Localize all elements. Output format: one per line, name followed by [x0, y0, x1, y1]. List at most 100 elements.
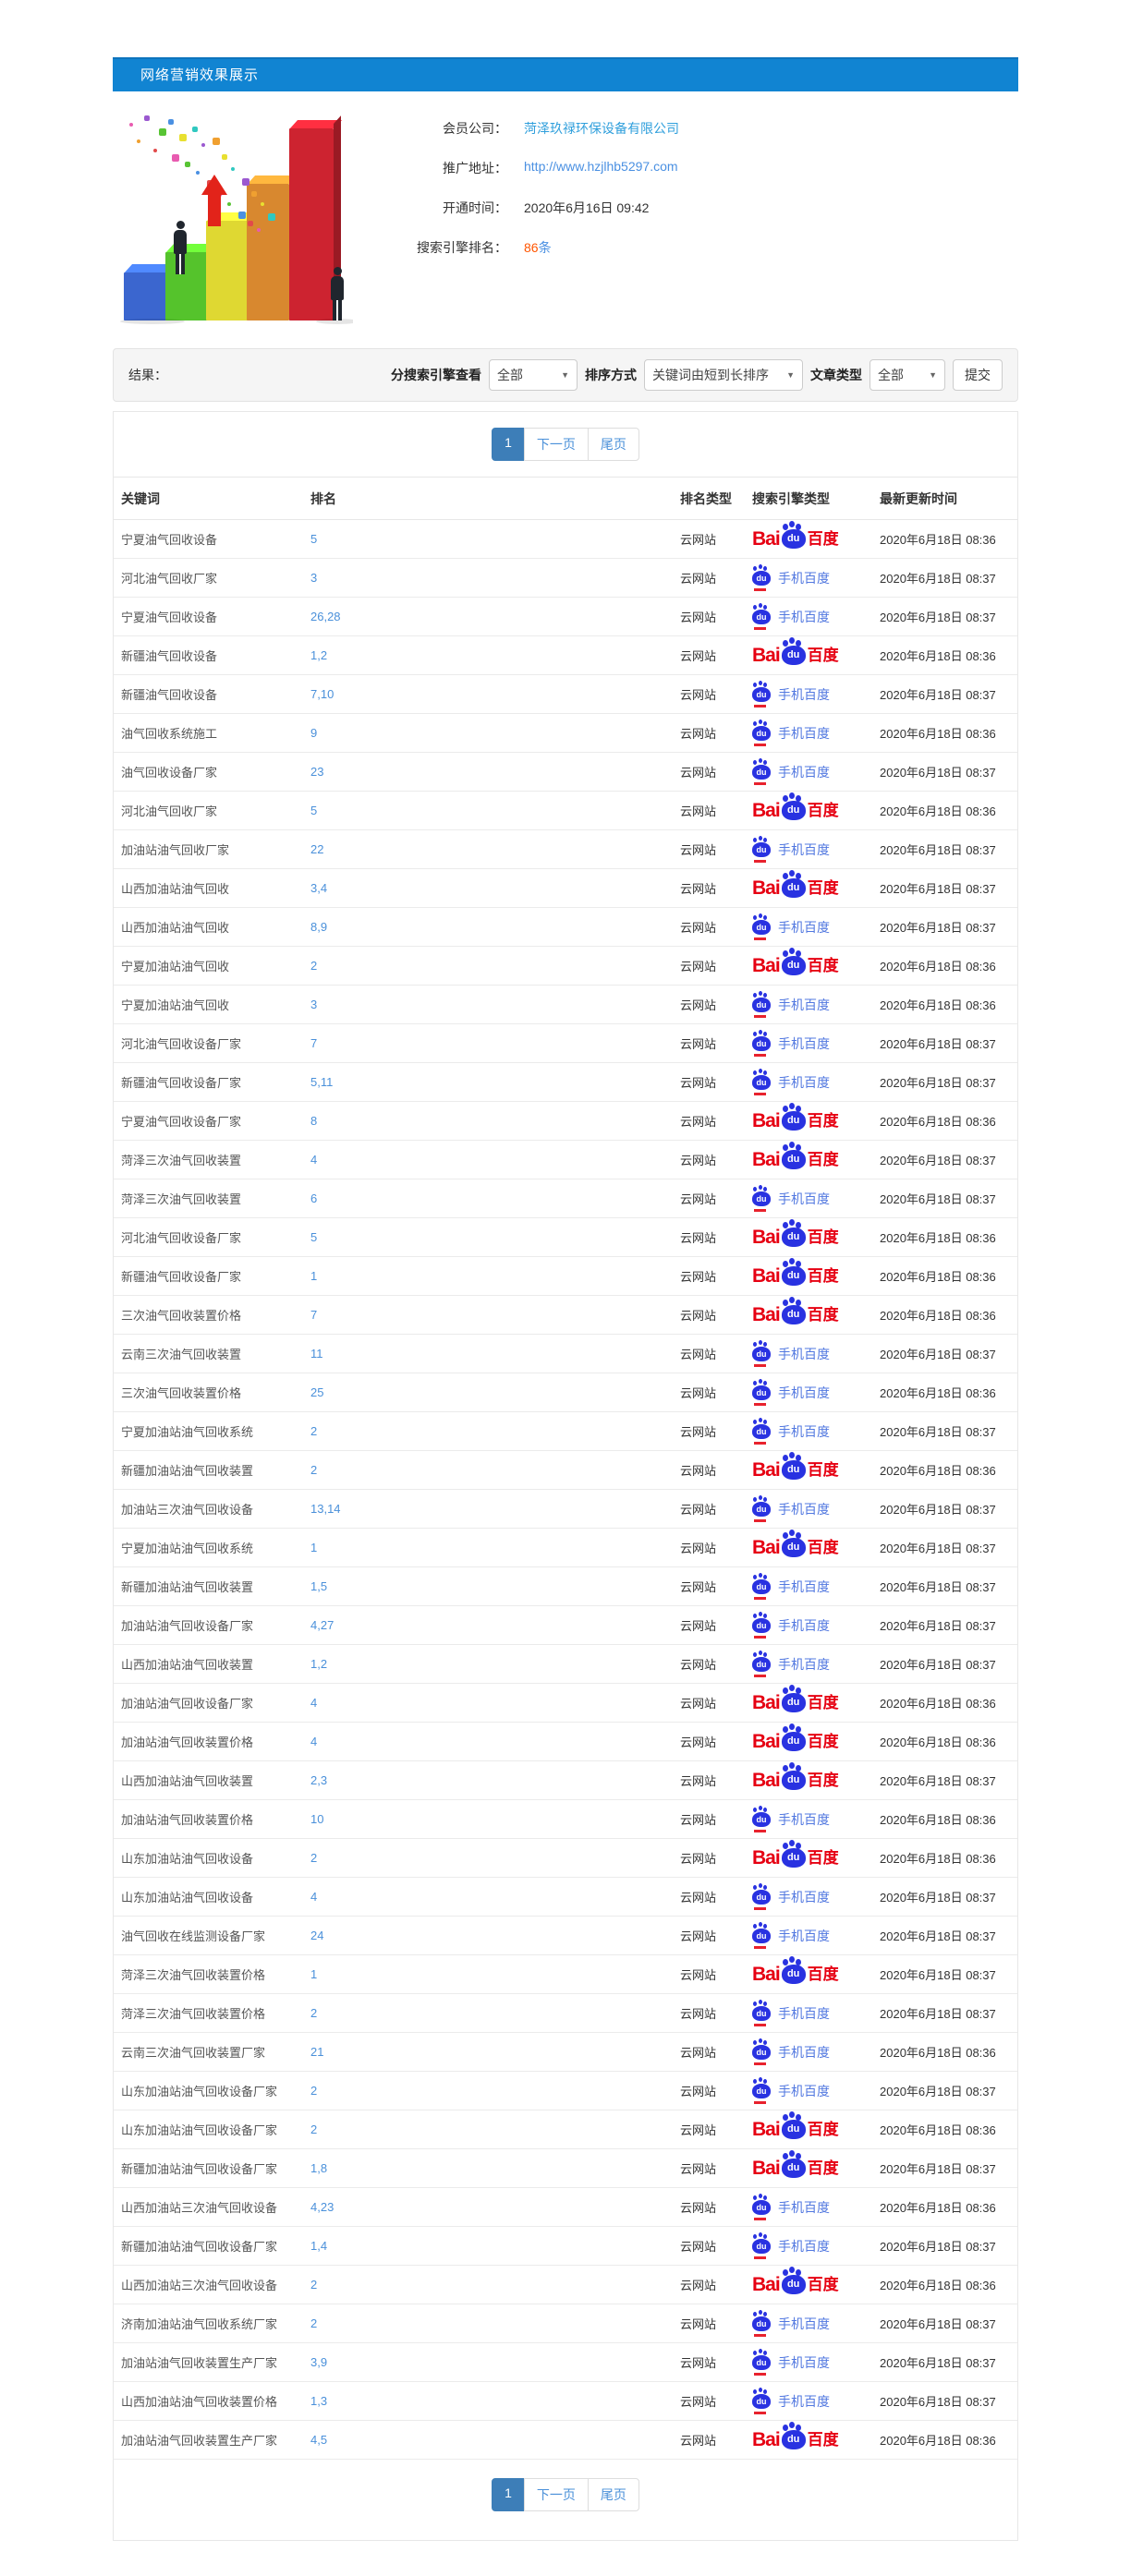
rank-cell: 2 [303, 1838, 673, 1878]
rank-link[interactable]: 4,23 [310, 2200, 334, 2214]
rank-link[interactable]: 7 [310, 1308, 318, 1322]
rank-link[interactable]: 4 [310, 1153, 318, 1167]
rank-link[interactable]: 7 [310, 1036, 318, 1050]
baidu-mobile-logo: du 手机百度 [752, 683, 830, 707]
table-row: 河北油气回收厂家 5 云网站 Bai du 百度 2020年6月18日 08:36 [114, 791, 1017, 830]
rank-link[interactable]: 3,4 [310, 881, 328, 895]
businesswoman-figure [170, 221, 190, 274]
updated-cell: 2020年6月18日 08:36 [872, 2187, 1017, 2227]
rank-link[interactable]: 11 [310, 1347, 323, 1361]
engine-cell: du 手机百度 [745, 558, 872, 598]
rank-link[interactable]: 1,4 [310, 2239, 328, 2253]
engine-cell: du 手机百度 [745, 1373, 872, 1412]
company-link[interactable]: 菏泽玖禄环保设备有限公司 [524, 121, 679, 136]
rank-cell: 3 [303, 558, 673, 598]
engine-cell: du 手机百度 [745, 1334, 872, 1373]
rank-link[interactable]: 4 [310, 1696, 318, 1710]
engine-filter-select[interactable]: 全部 ▼ [489, 359, 578, 391]
updated-cell: 2020年6月18日 08:37 [872, 2304, 1017, 2343]
rank-cell: 8 [303, 1101, 673, 1141]
rank-link[interactable]: 13,14 [310, 1502, 341, 1516]
rank-link[interactable]: 2 [310, 2316, 318, 2330]
rank-link[interactable]: 5 [310, 1230, 318, 1244]
page-1-button[interactable]: 1 [492, 2478, 525, 2511]
rank-cell: 2,3 [303, 1760, 673, 1800]
promo-url-link[interactable]: http://www.hzjlhb5297.com [524, 159, 678, 174]
rank-link[interactable]: 8,9 [310, 920, 328, 934]
page-1-button[interactable]: 1 [492, 428, 525, 461]
last-page-button[interactable]: 尾页 [587, 428, 639, 461]
rank-type-cell: 云网站 [673, 1101, 745, 1141]
next-page-button[interactable]: 下一页 [523, 428, 589, 461]
rank-link[interactable]: 3 [310, 998, 318, 1011]
rank-type-cell: 云网站 [673, 985, 745, 1024]
keyword-cell: 云南三次油气回收装置 [114, 1334, 303, 1373]
rank-link[interactable]: 26,28 [310, 610, 341, 623]
rank-link[interactable]: 2 [310, 2122, 318, 2136]
engine-cell: Bai du 百度 [745, 2420, 872, 2460]
rank-link[interactable]: 2 [310, 1424, 318, 1438]
rank-type-cell: 云网站 [673, 713, 745, 753]
article-type-select[interactable]: 全部 ▼ [870, 359, 945, 391]
rank-link[interactable]: 2,3 [310, 1773, 328, 1787]
rank-link[interactable]: 2 [310, 1851, 318, 1865]
page-title: 网络营销效果展示 [113, 57, 1018, 91]
updated-cell: 2020年6月18日 08:36 [872, 1838, 1017, 1878]
rank-link[interactable]: 22 [310, 842, 324, 856]
rank-link[interactable]: 2 [310, 2084, 318, 2098]
keyword-cell: 新疆油气回收设备 [114, 635, 303, 675]
rank-cell: 2 [303, 2304, 673, 2343]
rank-link[interactable]: 21 [310, 2045, 324, 2059]
next-page-button[interactable]: 下一页 [523, 2478, 589, 2511]
rank-link[interactable]: 3,9 [310, 2355, 328, 2369]
submit-button[interactable]: 提交 [953, 359, 1003, 391]
rank-link[interactable]: 10 [310, 1812, 324, 1826]
baidu-mobile-logo: du 手机百度 [752, 2312, 830, 2337]
rank-link[interactable]: 25 [310, 1385, 324, 1399]
rank-link[interactable]: 8 [310, 1114, 318, 1128]
rank-link[interactable]: 5,11 [310, 1075, 334, 1089]
rank-link[interactable]: 23 [310, 765, 324, 779]
rank-link[interactable]: 1 [310, 1967, 318, 1981]
rank-link[interactable]: 2 [310, 2006, 318, 2020]
baidu-paw-icon: du [752, 1187, 771, 1212]
last-page-button[interactable]: 尾页 [587, 2478, 639, 2511]
rank-link[interactable]: 5 [310, 804, 318, 817]
engine-cell: Bai du 百度 [745, 2110, 872, 2149]
rank-link[interactable]: 1,3 [310, 2394, 328, 2408]
rank-link[interactable]: 1,2 [310, 1657, 328, 1671]
rank-link[interactable]: 2 [310, 1463, 318, 1477]
rank-link[interactable]: 1,2 [310, 648, 328, 662]
rank-link[interactable]: 4,27 [310, 1618, 334, 1632]
baidu-paw-icon: du [781, 1843, 806, 1868]
rank-link[interactable]: 2 [310, 959, 318, 973]
sort-select[interactable]: 关键词由短到长排序 ▼ [644, 359, 803, 391]
col-rank: 排名 [303, 477, 673, 520]
rank-link[interactable]: 1,8 [310, 2161, 328, 2175]
rank-link[interactable]: 1 [310, 1269, 318, 1283]
chevron-down-icon: ▼ [786, 370, 795, 380]
rank-link[interactable]: 7,10 [310, 687, 334, 701]
rank-link[interactable]: 4,5 [310, 2433, 328, 2447]
baidu-paw-icon: du [781, 1300, 806, 1324]
rank-link[interactable]: 5 [310, 532, 318, 546]
table-row: 菏泽三次油气回收装置价格 1 云网站 Bai du 百度 2020年6月18日 08… [114, 1954, 1017, 1994]
rank-link[interactable]: 1 [310, 1541, 318, 1554]
baidu-pc-logo: Bai du 百度 [752, 1300, 839, 1325]
rank-link[interactable]: 24 [310, 1929, 324, 1942]
rank-link[interactable]: 2 [310, 2278, 318, 2292]
rank-cell: 1,8 [303, 2148, 673, 2188]
promo-url-label: 推广地址： [443, 161, 507, 175]
rank-link[interactable]: 4 [310, 1735, 318, 1748]
baidu-paw-icon: du [752, 2312, 771, 2337]
rank-cell: 5 [303, 791, 673, 830]
keyword-cell: 菏泽三次油气回收装置 [114, 1179, 303, 1218]
rank-link[interactable]: 4 [310, 1890, 318, 1904]
rank-link[interactable]: 1,5 [310, 1579, 328, 1593]
rank-link[interactable]: 6 [310, 1191, 318, 1205]
rank-link[interactable]: 3 [310, 571, 318, 585]
rank-link[interactable]: 9 [310, 726, 318, 740]
confetti-dot [144, 115, 150, 121]
baidu-mobile-logo: du 手机百度 [752, 721, 830, 746]
table-row: 山西加油站油气回收 8,9 云网站 du 手机百度 2020年6月18日 08:3… [114, 907, 1017, 947]
